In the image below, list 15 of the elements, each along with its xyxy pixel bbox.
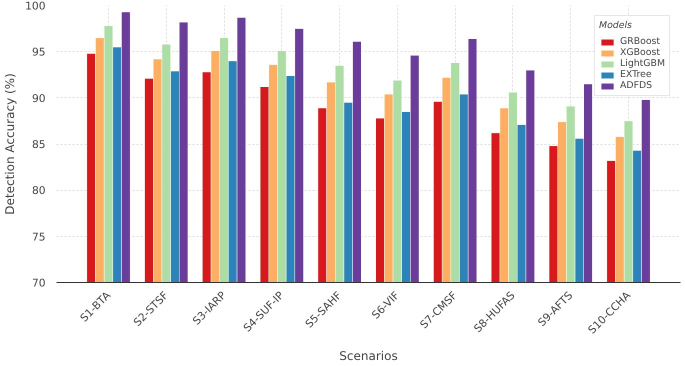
y-tick-label: 85 (32, 138, 46, 151)
y-tick-label: 80 (32, 184, 46, 198)
y-tick-label: 90 (32, 92, 46, 105)
y-tick-label: 100 (25, 0, 46, 12)
y-tick-label: 70 (32, 276, 46, 290)
legend-label: XGBoost (620, 47, 660, 58)
legend-label: LightGBM (620, 58, 665, 69)
legend-label: GRBoost (620, 36, 660, 47)
legend-label: ADFDS (620, 80, 652, 91)
x-axis-title: Scenarios (339, 349, 398, 364)
legend-title: Models (599, 20, 633, 31)
y-axis-title: Detection Accuracy (%) (3, 73, 18, 215)
legend-label: EXTree (620, 69, 652, 80)
y-tick-label: 75 (32, 230, 46, 244)
y-tick-label: 95 (32, 46, 46, 59)
